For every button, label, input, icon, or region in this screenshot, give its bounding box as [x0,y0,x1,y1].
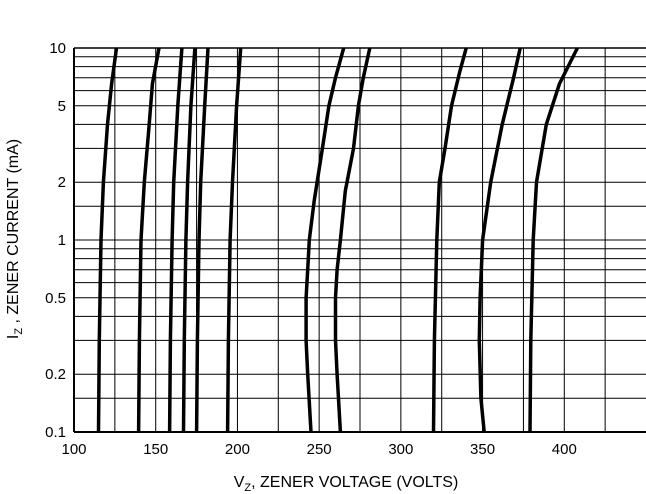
y-axis-title: IZ , ZENER CURRENT (mA) [5,139,25,339]
series-line-11 [528,47,579,433]
series-line-2 [136,47,161,433]
y-tick-label: 0.2 [45,366,66,383]
series-line-5 [194,47,210,433]
series-group [96,47,579,433]
x-tick-label: 250 [307,441,332,458]
y-tick-labels: 0.1 0.2 0.5 1 2 5 10 [45,40,66,441]
y-tick-label: 5 [58,98,66,115]
x-tick-labels: 100 150 200 250 300 350 400 [61,441,576,458]
series-line-4 [181,47,197,433]
series-line-8 [333,47,372,433]
y-tick-label: 10 [49,40,66,57]
x-tick-label: 300 [388,441,413,458]
x-tick-label: 100 [61,441,86,458]
y-tick-label: 0.5 [45,290,66,307]
x-tick-label: 350 [470,441,495,458]
series-line-10 [477,47,522,433]
series-line-3 [167,47,184,433]
series-line-1 [96,47,119,433]
plot-frame [73,47,646,433]
series-line-7 [304,47,346,433]
series-line-9 [431,47,468,433]
y-tick-label: 0.1 [45,424,66,441]
x-tick-label: 200 [225,441,250,458]
y-tick-label: 1 [58,232,66,249]
y-tick-label: 2 [58,174,66,191]
x-axis-title: VZ, ZENER VOLTAGE (VOLTS) [234,474,459,494]
x-tick-label: 150 [143,441,168,458]
series-line-6 [225,47,243,433]
x-tick-label: 400 [552,441,577,458]
